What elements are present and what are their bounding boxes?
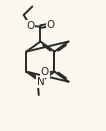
Text: N: N bbox=[37, 77, 44, 87]
Text: O: O bbox=[26, 21, 35, 31]
Text: O: O bbox=[47, 20, 55, 30]
Text: O: O bbox=[40, 67, 49, 77]
